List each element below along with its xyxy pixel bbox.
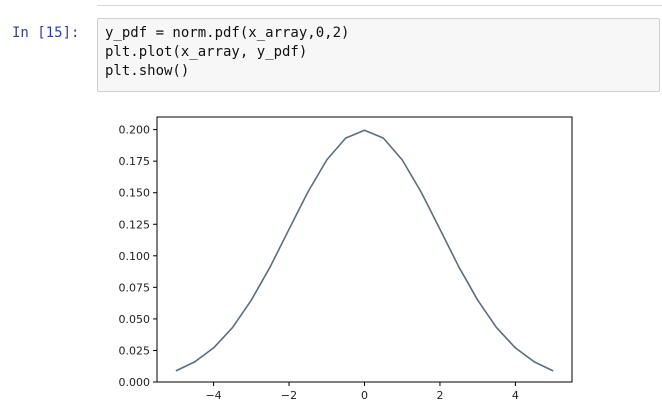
cell-top-divider <box>97 5 662 6</box>
series-line <box>175 129 554 372</box>
y-tick-label: 0.100 <box>119 250 151 263</box>
y-tick-label: 0.200 <box>119 124 151 137</box>
code-line-2: plt.plot(x_array, y_pdf) <box>105 44 308 60</box>
y-tick-label: 0.025 <box>119 344 151 357</box>
x-tick-label: −4 <box>205 389 221 402</box>
y-tick-label: 0.000 <box>119 376 151 389</box>
code-editor[interactable]: y_pdf = norm.pdf(x_array,0,2) plt.plot(x_… <box>105 24 349 81</box>
y-tick-label: 0.150 <box>119 187 151 200</box>
plot-frame <box>156 116 573 383</box>
cell-output-area: 0.000 0.025 0.050 0.075 0.100 0.125 0.150 0.175… <box>97 98 662 418</box>
y-tick-label: 0.175 <box>119 155 151 168</box>
input-prompt: In [15]: <box>12 25 80 41</box>
x-tick-label: 0 <box>361 389 368 402</box>
code-line-3: plt.show() <box>105 63 190 79</box>
code-input-area[interactable]: y_pdf = norm.pdf(x_array,0,2) plt.plot(x_… <box>97 18 660 92</box>
x-tick-label: −2 <box>281 389 297 402</box>
y-tick-label: 0.075 <box>119 281 151 294</box>
y-tick-label: 0.050 <box>119 313 151 326</box>
line-plot: 0.000 0.025 0.050 0.075 0.100 0.125 0.150 0.175… <box>119 116 573 402</box>
y-tick-label: 0.125 <box>119 218 151 231</box>
code-line-1: y_pdf = norm.pdf(x_array,0,2) <box>105 25 350 41</box>
x-tick-label: 4 <box>512 389 519 402</box>
x-tick-label: 2 <box>436 389 443 402</box>
